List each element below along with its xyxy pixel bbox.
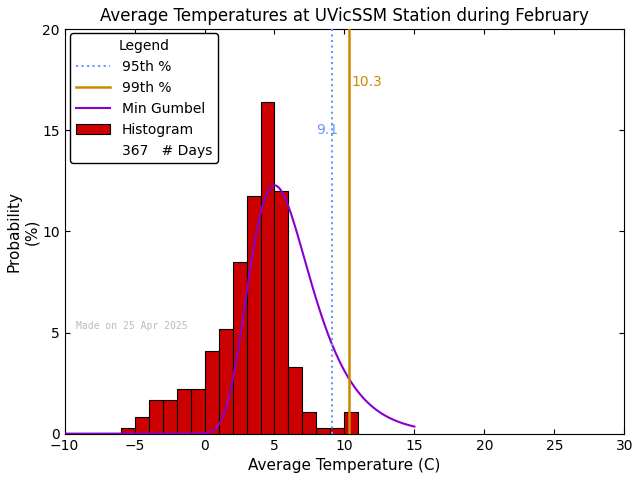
Bar [303,412,316,433]
Text: 10.3: 10.3 [351,75,382,89]
Bar [205,351,218,433]
Bar [246,196,260,433]
Legend: 95th %, 99th %, Min Gumbel, Histogram, 367   # Days: 95th %, 99th %, Min Gumbel, Histogram, 3… [70,33,218,163]
Bar [260,102,275,433]
Bar [232,263,246,433]
Bar [177,389,191,433]
Text: 9.1: 9.1 [316,123,339,137]
Bar [120,428,134,433]
Bar [134,417,148,433]
Bar [275,191,289,433]
Text: Made on 25 Apr 2025: Made on 25 Apr 2025 [76,321,188,331]
Y-axis label: Probability
(%): Probability (%) [7,191,39,272]
Title: Average Temperatures at UVicSSM Station during February: Average Temperatures at UVicSSM Station … [100,7,589,25]
Bar [148,400,163,433]
X-axis label: Average Temperature (C): Average Temperature (C) [248,458,441,473]
Bar [163,400,177,433]
Bar [330,428,344,433]
Bar [191,389,205,433]
Bar [316,428,330,433]
Bar [289,367,303,433]
Bar [218,329,232,433]
Bar [344,412,358,433]
